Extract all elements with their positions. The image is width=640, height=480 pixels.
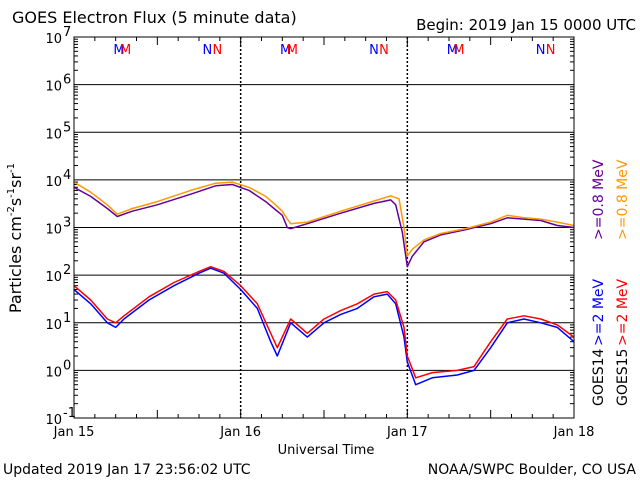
- mn-markers: MM N N MM N N MM N N: [113, 43, 555, 58]
- y-tick-label: 10 3: [45, 216, 71, 238]
- x-axis-label: Universal Time: [278, 443, 375, 458]
- y-tick-base: 10: [45, 32, 62, 47]
- mn-marker: N: [369, 43, 379, 58]
- mn-marker: N: [202, 43, 212, 58]
- mn-marker: N: [536, 43, 546, 58]
- y-tick-exponent: 7: [63, 25, 71, 40]
- y-tick-exponent: 2: [63, 263, 71, 278]
- legend-entry: >=2 MeV: [615, 278, 631, 346]
- x-tick-label: Jan 16: [219, 425, 261, 440]
- y-tick-label: 10 5: [45, 120, 71, 142]
- begin-time: Begin: 2019 Jan 15 0000 UTC: [416, 16, 636, 34]
- y-tick-label: 10 4: [45, 168, 71, 190]
- y-tick-base: 10: [45, 127, 62, 142]
- x-tick-label: Jan 17: [386, 425, 428, 440]
- y-tick-exponent: 4: [63, 168, 71, 183]
- chart-title: GOES Electron Flux (5 minute data): [12, 8, 297, 27]
- mn-marker: M: [447, 43, 458, 58]
- y-tick-base: 10: [45, 175, 62, 190]
- mn-marker: M: [287, 43, 298, 58]
- series-line-1: [73, 181, 575, 257]
- mn-marker: N: [379, 43, 389, 58]
- series-line-2: [73, 267, 575, 386]
- legend-satellite: GOES15: [615, 349, 631, 406]
- series-line-3: [73, 265, 575, 379]
- y-tick-base: 10: [45, 365, 62, 380]
- mn-marker: M: [120, 43, 131, 58]
- y-tick-label: 10 1: [45, 311, 71, 333]
- y-tick-exponent: 6: [63, 73, 71, 88]
- y-axis-label: Particles cm-2s-1sr-1: [6, 163, 25, 313]
- y-tick-exponent: 5: [63, 120, 71, 135]
- y-tick-base: 10: [45, 270, 62, 285]
- y-tick-label: 10 6: [45, 73, 71, 95]
- legend-satellite: GOES14: [591, 348, 607, 406]
- y-axis-label-exp: -1: [6, 188, 17, 198]
- legend: GOES14 >=2 MeV >=0.8 MeV GOES15 >=2 MeV >=0.8…: [591, 159, 631, 406]
- x-tick-labels: Jan 15 Jan 16 Jan 17 Jan 18: [53, 425, 595, 440]
- y-tick-label: 10 -1: [45, 406, 76, 428]
- y-tick-base: 10: [45, 80, 62, 95]
- legend-entry: >=2 MeV: [591, 278, 607, 346]
- y-tick-base: 10: [45, 318, 62, 333]
- mn-marker: M: [113, 43, 124, 58]
- y-tick-base: 10: [45, 223, 62, 238]
- plot-frame: [73, 36, 575, 419]
- series-line-0: [73, 183, 575, 268]
- series-lines: [73, 181, 575, 386]
- y-tick-exponent: 3: [63, 216, 71, 231]
- mn-marker: M: [453, 43, 464, 58]
- y-tick-label: 10 2: [45, 263, 71, 285]
- y-tick-label: 10 7: [45, 25, 71, 47]
- y-tick-base: 10: [45, 413, 62, 428]
- y-axis-label-part: s: [6, 198, 25, 206]
- y-axis-label-part: Particles cm: [6, 216, 25, 313]
- y-tick-exponent: 0: [63, 358, 71, 373]
- legend-entry: >=0.8 MeV: [615, 159, 631, 240]
- mn-marker: M: [280, 43, 291, 58]
- grid-lines: [73, 37, 575, 418]
- updated-time: Updated 2019 Jan 17 23:56:02 UTC: [3, 462, 251, 478]
- mn-marker: N: [546, 43, 556, 58]
- y-tick-label: 10 0: [45, 358, 71, 380]
- x-tick-label: Jan 18: [553, 425, 595, 440]
- x-tick-label: Jan 15: [53, 425, 95, 440]
- y-axis-label-part: sr: [6, 173, 25, 188]
- mn-marker: N: [212, 43, 222, 58]
- y-tick-exponent: 1: [63, 311, 71, 326]
- legend-entry: >=0.8 MeV: [591, 159, 607, 240]
- credit: NOAA/SWPC Boulder, CO USA: [428, 462, 637, 478]
- y-axis-label-exp: -1: [6, 163, 17, 173]
- y-axis-label-text: Particles cm-2s-1sr-1: [6, 163, 25, 313]
- y-tick-exponent: -1: [63, 406, 76, 421]
- y-axis-label-exp: -2: [6, 206, 17, 216]
